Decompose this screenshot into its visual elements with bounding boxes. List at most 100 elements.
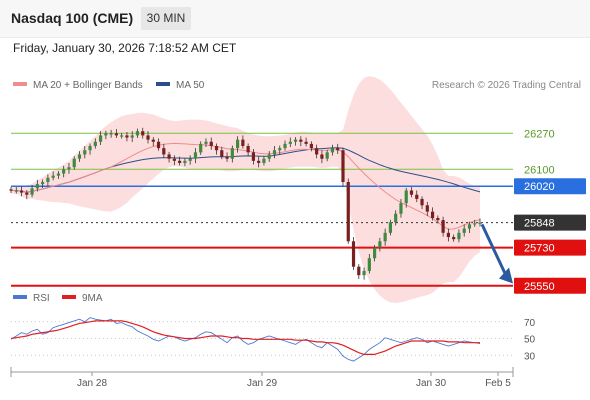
candle-body bbox=[309, 143, 313, 149]
rsi-line bbox=[10, 317, 481, 362]
candle-body bbox=[446, 232, 450, 238]
candle-body bbox=[156, 141, 161, 149]
ma20-swatch bbox=[13, 82, 27, 87]
level-tag-25848 bbox=[514, 214, 586, 231]
candle-body bbox=[452, 237, 456, 240]
candle-body bbox=[178, 160, 182, 163]
candle-body bbox=[246, 146, 250, 153]
candle-body bbox=[98, 135, 103, 142]
candle-body bbox=[88, 146, 92, 151]
legend-9ma: 9MA bbox=[62, 293, 103, 304]
candle-body bbox=[51, 175, 55, 178]
candle-body bbox=[72, 158, 76, 168]
candle-body bbox=[320, 154, 324, 159]
candle-body bbox=[25, 192, 29, 195]
ma50-swatch bbox=[156, 82, 170, 87]
candle-body bbox=[383, 232, 387, 242]
candle-body bbox=[293, 139, 298, 142]
research-credit: Research © 2026 Trading Central bbox=[431, 80, 581, 91]
candle-body bbox=[214, 146, 219, 151]
candle-body bbox=[404, 190, 408, 204]
candle-body bbox=[283, 143, 287, 149]
candle-body bbox=[315, 148, 319, 155]
candle-body bbox=[220, 150, 224, 157]
candle-body bbox=[251, 152, 256, 161]
level-label-25848: 25848 bbox=[524, 218, 555, 230]
candle-body bbox=[193, 152, 198, 159]
candle-body bbox=[56, 173, 61, 176]
candle-body bbox=[257, 160, 261, 163]
candle-body bbox=[351, 241, 356, 267]
candle-body bbox=[14, 190, 18, 192]
legend-ma50-label: MA 50 bbox=[176, 80, 205, 91]
legend-ma20-label: MA 20 + Bollinger Bands bbox=[33, 80, 143, 91]
level-label-26020: 26020 bbox=[524, 181, 555, 193]
rsi-ma-line bbox=[10, 320, 480, 355]
candle-body bbox=[209, 141, 213, 146]
candle-body bbox=[478, 222, 482, 224]
candle-body bbox=[462, 228, 466, 233]
level-tag-25550 bbox=[514, 277, 586, 294]
instrument-title: Nasdaq 100 (CME) bbox=[11, 10, 134, 26]
report-datetime: Friday, January 30, 2026 7:18:52 AM CET bbox=[13, 41, 237, 55]
legend-rsi: RSI bbox=[13, 293, 50, 304]
candle-body bbox=[299, 139, 303, 142]
level-label-26100: 26100 bbox=[524, 164, 555, 176]
candle-body bbox=[441, 220, 445, 233]
candle-body bbox=[399, 203, 403, 214]
forecast-arrow-head bbox=[499, 267, 513, 284]
bollinger-band-fill bbox=[11, 76, 480, 303]
candle-body bbox=[425, 205, 429, 212]
candle-body bbox=[288, 141, 292, 144]
candle-body bbox=[125, 135, 129, 138]
legend-ma50: MA 50 bbox=[156, 80, 204, 91]
time-tick-label: Jan 30 bbox=[416, 378, 446, 389]
candle-body bbox=[436, 218, 440, 221]
candle-body bbox=[172, 158, 176, 161]
candle-body bbox=[346, 182, 350, 242]
candle-body bbox=[183, 160, 187, 163]
candle-body bbox=[415, 194, 419, 199]
header-bar: Nasdaq 100 (CME) 30 MIN bbox=[0, 0, 590, 38]
candle-body bbox=[83, 150, 87, 155]
candle-body bbox=[241, 139, 245, 146]
candle-body bbox=[467, 224, 472, 229]
candle-body bbox=[35, 184, 39, 189]
candle-body bbox=[104, 133, 108, 136]
candle-body bbox=[19, 190, 24, 193]
candle-body bbox=[77, 154, 82, 159]
rsi-tick-label: 50 bbox=[524, 335, 536, 346]
candle-body bbox=[357, 266, 361, 276]
candle-body bbox=[162, 148, 166, 155]
candle-body bbox=[473, 223, 477, 225]
legend-ma20: MA 20 + Bollinger Bands bbox=[13, 80, 143, 91]
candle-body bbox=[46, 177, 50, 182]
candle-body bbox=[230, 148, 234, 159]
candle-body bbox=[430, 211, 435, 218]
candle-body bbox=[167, 154, 171, 159]
candle-body bbox=[272, 150, 277, 155]
candle-body bbox=[41, 182, 45, 185]
candle-body bbox=[457, 232, 461, 240]
time-tick-label: Feb 5 bbox=[485, 378, 511, 389]
candle-body bbox=[394, 213, 398, 223]
rsi-swatch bbox=[13, 295, 27, 300]
legend-9ma-label: 9MA bbox=[82, 293, 103, 304]
candle-body bbox=[93, 141, 97, 146]
candle-body bbox=[373, 247, 377, 259]
timeframe-button[interactable]: 30 MIN bbox=[141, 7, 191, 30]
candle-body bbox=[336, 148, 340, 151]
candle-body bbox=[135, 131, 140, 136]
candle-body bbox=[235, 139, 240, 149]
ma9-swatch bbox=[62, 295, 76, 300]
candle-body bbox=[341, 150, 345, 182]
candle-body bbox=[199, 143, 203, 153]
rsi-tick-label: 70 bbox=[524, 318, 536, 329]
time-tick-label: Jan 28 bbox=[77, 378, 107, 389]
candle-body bbox=[367, 258, 371, 271]
candle-body bbox=[420, 198, 424, 206]
ma20-line bbox=[11, 142, 481, 230]
candle-body bbox=[362, 270, 366, 276]
candle-body bbox=[304, 141, 308, 144]
candle-body bbox=[62, 169, 66, 174]
